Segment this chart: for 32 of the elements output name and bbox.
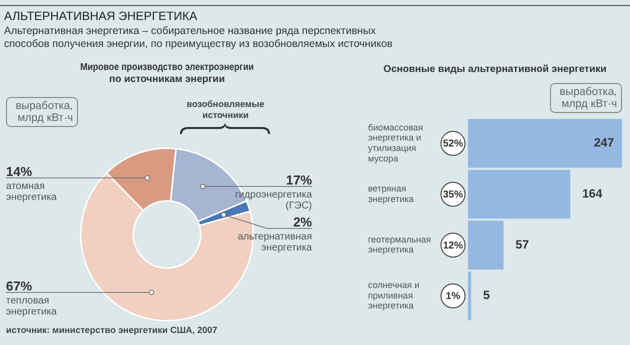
text: источник: министерство энергетики США, 2007 [6,325,218,336]
slice-label: альтернативная энергетика [238,231,312,254]
data-label: 247 [594,136,614,150]
data-label: 5 [483,288,490,302]
text: 12% [442,240,464,252]
chart-title: Мировое производство электроэнергии по источникам энергии [80,60,254,85]
text: Альтернативная энергетика – собирательное название ряда перспективных способов получения энергии, по преимуществу из возобновляемых источников [4,25,394,51]
data-label: 164 [582,186,603,201]
y-tick-label: биомассовая энергетика и утилизация мусора [368,122,424,164]
slice-label: атомная энергетика [6,180,58,203]
data-label: 67% [6,278,32,294]
bar [468,170,570,219]
y-tick-label: ветряная энергетика [368,184,414,204]
text: выработка, млрд кВт·ч [550,83,622,113]
data-label: 17% [286,172,312,188]
bar [468,220,504,270]
data-label: 57 [516,237,530,252]
y-tick-label: солнечная и приливная энергетика [368,280,420,311]
slice-label: гидроэнергетика (ГЭС) [235,189,312,212]
data-label: 2% [293,214,312,230]
text: выработка, млрд кВт·ч [6,97,78,127]
y-tick-label: геотермальная энергетика [368,234,432,255]
bar [468,119,622,168]
bar [468,271,472,320]
slice-label: тепловая энергетика [6,295,58,318]
text: 35% [442,189,464,200]
text: АЛЬТЕРНАТИВНАЯ ЭНЕРГЕТИКА [4,9,198,23]
data-label: 14% [6,164,32,179]
text: 52% [442,138,464,150]
text: 1% [446,291,460,302]
text: возобновляемые источники [186,99,266,121]
chart-title: Основные виды альтернативной энергетики [383,64,607,75]
